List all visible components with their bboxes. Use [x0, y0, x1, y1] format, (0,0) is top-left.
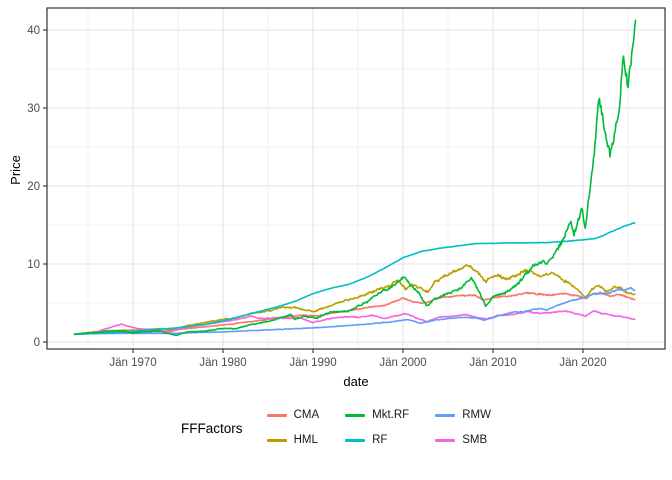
y-tick-label: 10 [27, 259, 40, 271]
plot-generated-layer: 0 10 20 30 40 Jän 1970 Jän 1980 Jän 1990 Jän 200… [27, 7, 666, 369]
legend-label-cma: CMA [293, 409, 320, 421]
legend-label-smb: SMB [462, 433, 488, 446]
series-line-Mkt.RF [73, 19, 637, 337]
panel-background [47, 8, 665, 349]
legend-label-rmw: RMW [462, 409, 491, 421]
legend-item-rmw: RMW [435, 409, 491, 422]
series-line-CMA [73, 291, 636, 336]
legend-item-mktrf: Mkt.RF [345, 409, 410, 422]
y-tick-label: 30 [27, 103, 40, 115]
panel-border [46, 7, 666, 350]
legend-item-smb: SMB [435, 433, 491, 447]
legend-key-line-cma [266, 414, 287, 418]
legend-item-cma: CMA [266, 409, 320, 422]
legend-label-rf: RF [372, 433, 388, 446]
x-tick-label: Jän 2020 [559, 357, 606, 369]
x-axis-title: date [343, 374, 368, 389]
legend-title: FFFactors [181, 420, 243, 436]
series-line-SMB [73, 309, 636, 335]
x-tick-label: Jän 1990 [289, 357, 336, 369]
y-tick-label: 20 [27, 181, 40, 193]
legend: FFFactors CMA HML Mkt.RF RF RMW [0, 409, 672, 447]
legend-key-line-mktrf [345, 414, 366, 418]
legend-label-mktrf: Mkt.RF [372, 409, 410, 421]
legend-grid: CMA HML Mkt.RF RF RMW SMB [266, 409, 491, 447]
y-axis-title: Price [8, 155, 23, 185]
legend-item-hml: HML [266, 433, 320, 447]
series-line-RF [73, 222, 636, 336]
x-tick-label: Jän 2010 [469, 357, 516, 369]
y-tick-label: 0 [34, 337, 40, 349]
legend-label-hml: HML [293, 433, 318, 446]
legend-item-rf: RF [345, 433, 409, 447]
y-tick-label: 40 [27, 25, 40, 37]
legend-key-line-smb [435, 438, 456, 442]
legend-key-line-rmw [435, 414, 456, 418]
x-tick-label: Jän 1970 [109, 357, 156, 369]
x-tick-label: Jän 2000 [379, 357, 426, 369]
legend-key-line-rf [345, 438, 366, 442]
legend-key-line-hml [266, 438, 287, 442]
x-tick-label: Jän 1980 [199, 357, 246, 369]
